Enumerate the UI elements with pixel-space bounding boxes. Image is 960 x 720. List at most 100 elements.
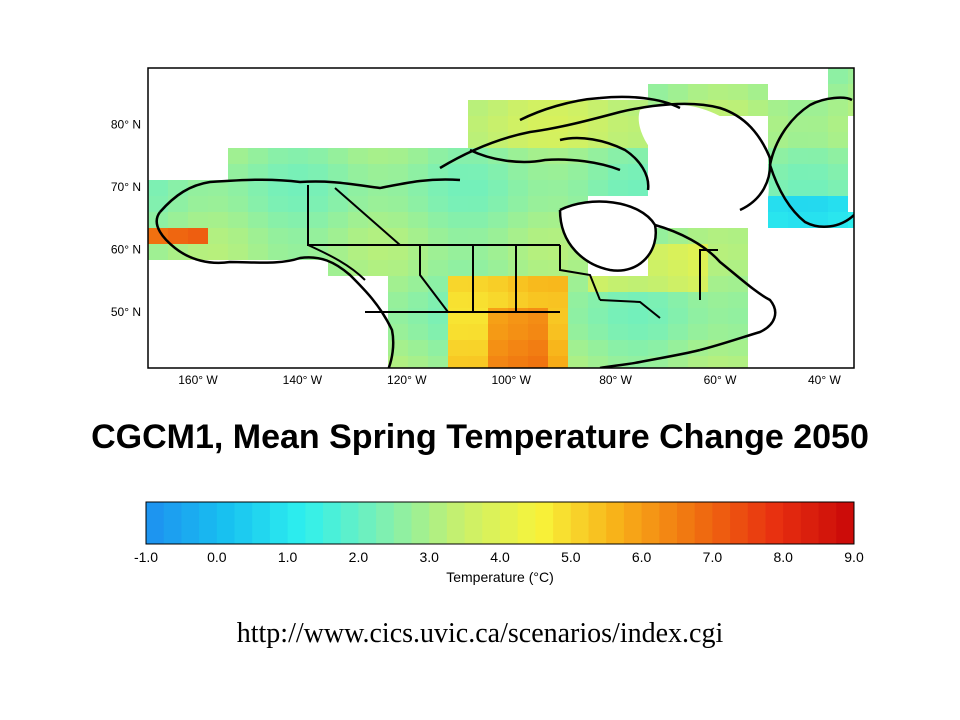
grid-cell (468, 324, 488, 340)
grid-cell (268, 164, 288, 180)
coastline (599, 348, 701, 368)
colorbar-swatch (269, 502, 289, 544)
grid-cell (528, 196, 548, 212)
grid-cell (828, 100, 848, 116)
grid-cell (708, 308, 728, 324)
grid-cell (828, 84, 848, 100)
grid-cell (668, 244, 688, 260)
province-boundaries (307, 185, 718, 319)
grid-cell (368, 260, 388, 276)
grid-cell (768, 196, 788, 212)
grid-cell (448, 356, 468, 368)
grid-cell (228, 180, 248, 196)
source-url[interactable]: http://www.cics.uvic.ca/scenarios/index.… (236, 618, 724, 649)
grid-cell (468, 228, 488, 244)
grid-cell (468, 196, 488, 212)
grid-cell (168, 196, 188, 212)
grid-cell (388, 212, 408, 228)
grid-cell (508, 324, 528, 340)
grid-cell (828, 212, 848, 228)
colorbar-swatch (429, 502, 448, 544)
colorbar-swatch (783, 502, 802, 544)
grid-cell (168, 228, 188, 244)
temperature-grid-cells (148, 68, 854, 368)
grid-cell (408, 308, 428, 324)
grid-cell (788, 132, 808, 148)
colorbar-swatch (464, 502, 483, 544)
colorbar-swatch (553, 502, 572, 544)
colorbar-swatch (146, 502, 165, 544)
temperature-colorbar: -1.0 0.0 1.0 2.0 3.0 4.0 5.0 6.0 7.0 8.0 9.0 Tempe… (134, 501, 864, 585)
grid-cell (148, 180, 168, 196)
grid-cell (508, 100, 528, 116)
grid-cell (368, 148, 388, 164)
grid-cell (208, 196, 228, 212)
colorbar-swatch (747, 502, 766, 544)
grid-cell (668, 292, 688, 308)
grid-cell (248, 244, 268, 260)
grid-cell (448, 164, 468, 180)
grid-cell (648, 260, 668, 276)
grid-cell (408, 180, 428, 196)
colorbar-tick-label: 0.0 (207, 549, 227, 565)
grid-cell (568, 116, 588, 132)
grid-cell (728, 228, 748, 244)
grid-cell (728, 356, 748, 368)
grid-cell (528, 180, 548, 196)
grid-cell (148, 244, 168, 260)
grid-cell (488, 116, 508, 132)
grid-cell (828, 148, 848, 164)
grid-cell (448, 228, 468, 244)
grid-cell (428, 260, 448, 276)
grid-cell (328, 244, 348, 260)
grid-cell (488, 100, 508, 116)
grid-cell (828, 196, 848, 212)
colorbar-swatch (163, 502, 182, 544)
coastline (768, 96, 853, 166)
water-area (560, 201, 656, 271)
grid-cell (728, 308, 748, 324)
grid-cell (508, 308, 528, 324)
grid-cell (368, 244, 388, 260)
grid-cell (588, 292, 608, 308)
grid-cell (628, 324, 648, 340)
coastline (519, 95, 681, 122)
grid-cell (528, 356, 548, 368)
grid-cell (388, 356, 408, 368)
grid-cell (568, 100, 588, 116)
grid-cell (408, 164, 428, 180)
province-boundary (559, 245, 601, 301)
grid-cell (648, 324, 668, 340)
grid-cell (528, 340, 548, 356)
colorbar-tick-labels: -1.0 0.0 1.0 2.0 3.0 4.0 5.0 6.0 7.0 8.0 9.0 (134, 549, 864, 565)
grid-cell (788, 180, 808, 196)
grid-cell (428, 340, 448, 356)
grid-cell (548, 132, 568, 148)
longitude-tick-labels: 160° W 140° W 120° W 100° W 80° W 60° W 40° W (178, 373, 841, 387)
grid-cell (548, 324, 568, 340)
grid-cell (828, 68, 848, 84)
grid-cell (588, 340, 608, 356)
grid-cell (688, 276, 708, 292)
colorbar-tick-label: 8.0 (773, 549, 793, 565)
colorbar-swatch (535, 502, 554, 544)
grid-cell (608, 324, 628, 340)
grid-cell (268, 180, 288, 196)
grid-cell (808, 180, 828, 196)
grid-cell (668, 356, 688, 368)
figure-title: CGCM1, Mean Spring Temperature Change 20… (91, 418, 869, 456)
grid-cell (448, 180, 468, 196)
grid-cell (188, 244, 208, 260)
coastline-outlines (155, 95, 854, 368)
province-boundary (334, 187, 401, 246)
grid-cell (528, 244, 548, 260)
longitude-tick-label: 160° W (178, 373, 218, 387)
grid-cell (248, 228, 268, 244)
grid-cell (408, 260, 428, 276)
grid-cell (308, 196, 328, 212)
grid-cell (808, 196, 828, 212)
grid-cell (328, 228, 348, 244)
grid-cell (788, 100, 808, 116)
grid-cell (548, 308, 568, 324)
grid-cell (508, 196, 528, 212)
